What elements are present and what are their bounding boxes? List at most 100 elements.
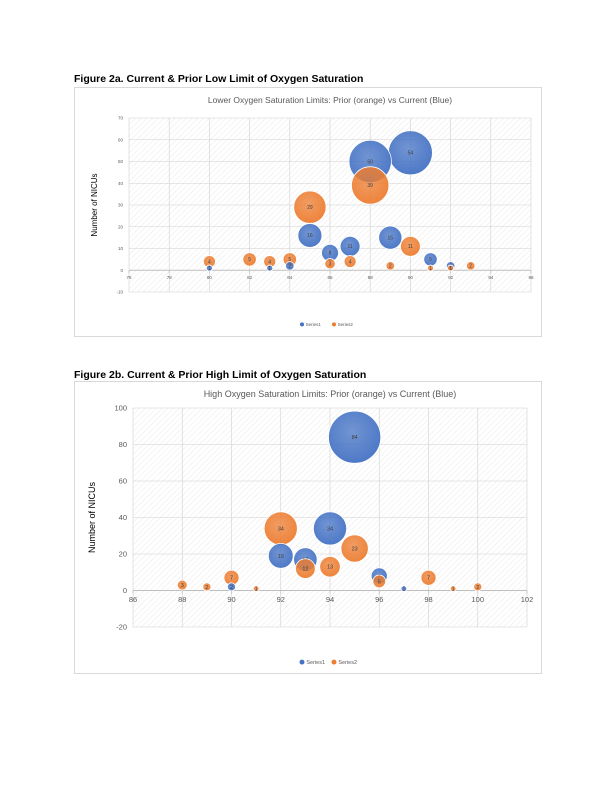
x-tick-label: 88 [178, 595, 186, 604]
bubble-series2 [449, 585, 457, 592]
bubble-data-label: 39 [367, 183, 373, 189]
bubble-data-label: 2 [469, 264, 472, 270]
bubble-series1 [227, 582, 236, 592]
bubble-series2 [343, 255, 357, 268]
chart-svg-1: High Oxygen Saturation Limits: Prior (or… [87, 389, 534, 666]
bubble-data-label: 34 [278, 526, 284, 532]
bubble-data-label: 1 [208, 266, 211, 272]
bubble-data-label: 54 [408, 151, 414, 157]
x-tick-label: 100 [471, 595, 484, 604]
bubble-series2 [385, 261, 395, 271]
x-tick-label: 88 [368, 275, 374, 280]
bubble-series2 [372, 574, 387, 589]
y-tick-label: 100 [114, 404, 127, 413]
bubble-series2 [351, 166, 390, 205]
bubble-series2 [340, 534, 369, 563]
bubble-series2 [473, 582, 483, 592]
figure-2b-caption: Figure 2b. Current & Prior High Limit of… [74, 369, 367, 381]
x-tick-label: 96 [375, 595, 383, 604]
legend-entry: Series2 [338, 322, 354, 327]
bubble-data-label: 2 [288, 264, 291, 270]
bubble-series1 [400, 585, 408, 592]
y-tick-label: 20 [118, 224, 124, 229]
x-tick-label: 90 [408, 275, 414, 280]
y-axis-label: Number of NICUs [87, 481, 97, 553]
bubble-data-label: 1 [449, 266, 452, 272]
x-tick-label: 96 [528, 275, 534, 280]
bubble-data-label: 1 [429, 266, 432, 272]
bubble-series2 [447, 264, 455, 272]
bubble-series2 [252, 585, 260, 592]
bubble-data-label: 11 [347, 244, 352, 250]
bubble-series2 [242, 252, 257, 267]
x-tick-label: 86 [129, 595, 137, 604]
y-axis-label: Number of NICUs [90, 173, 99, 236]
bubble-series1 [267, 543, 294, 569]
bubble-data-label: 5 [248, 257, 251, 263]
bubble-series1 [378, 225, 403, 250]
bubble-data-label: 2 [476, 585, 479, 591]
bubble-data-label: 8 [329, 251, 332, 257]
bubble-data-label: 5 [288, 257, 291, 263]
y-tick-label: 50 [118, 159, 124, 164]
chart-2b-container: High Oxygen Saturation Limits: Prior (or… [74, 381, 542, 674]
bubble-data-label: 2 [230, 585, 233, 591]
x-tick-label: 78 [167, 275, 173, 280]
y-tick-label: -10 [116, 290, 123, 295]
bubble-data-label: 1 [255, 587, 258, 593]
y-tick-label: 30 [118, 203, 124, 208]
bubble-data-label: 7 [230, 576, 233, 582]
bubble-series2 [400, 235, 421, 257]
bubble-data-label: 5 [378, 579, 381, 585]
legend-entry: Series1 [306, 660, 325, 666]
y-tick-label: 60 [118, 137, 124, 142]
x-tick-label: 94 [326, 595, 334, 604]
bubble-data-label: 19 [278, 554, 284, 560]
bubble-data-label: 5 [429, 257, 432, 263]
y-tick-label: -20 [116, 623, 127, 632]
bubble-data-label: 23 [352, 546, 358, 552]
bubble-data-label: 7 [427, 576, 430, 582]
y-tick-label: 70 [118, 116, 124, 121]
bubble-data-label: 2 [205, 585, 208, 591]
x-tick-label: 76 [126, 275, 132, 280]
legend-marker [299, 659, 305, 665]
x-tick-label: 98 [424, 595, 432, 604]
bubble-series2 [202, 582, 212, 592]
bubble-data-label: 1 [402, 587, 405, 593]
bubble-data-label: 1 [452, 587, 455, 593]
x-tick-label: 92 [448, 275, 454, 280]
bubble-data-label: 16 [307, 233, 313, 239]
bubble-data-label: 2 [389, 264, 392, 270]
bubble-series2 [427, 264, 434, 272]
bubble-data-label: 34 [327, 526, 333, 532]
y-tick-label: 20 [119, 550, 127, 559]
bubble-data-label: 84 [352, 435, 358, 441]
y-tick-label: 0 [120, 268, 123, 273]
y-tick-label: 10 [118, 246, 124, 251]
y-tick-label: 80 [119, 440, 127, 449]
legend-marker [299, 322, 305, 327]
bubble-data-label: 13 [327, 565, 333, 571]
bubble-series2 [319, 556, 341, 578]
bubble-series1 [285, 261, 295, 271]
x-tick-label: 90 [227, 595, 235, 604]
legend-entry: Series1 [306, 322, 322, 327]
bubble-series1 [205, 264, 213, 272]
x-tick-label: 102 [521, 595, 534, 604]
bubble-series1 [328, 410, 382, 464]
legend-marker [331, 659, 337, 665]
y-tick-label: 40 [119, 513, 127, 522]
bubble-series1 [297, 223, 323, 248]
bubble-data-label: 3 [329, 261, 332, 267]
bubble-data-label: 12 [302, 567, 308, 573]
x-tick-label: 92 [277, 595, 285, 604]
bubble-series1 [312, 511, 348, 546]
x-tick-label: 94 [488, 275, 494, 280]
x-tick-label: 84 [287, 275, 293, 280]
x-tick-label: 82 [247, 275, 253, 280]
chart-svg-0: Lower Oxygen Saturation Limits: Prior (o… [90, 95, 534, 327]
x-tick-label: 80 [207, 275, 213, 280]
bubble-series2 [466, 261, 476, 271]
bubble-data-label: 4 [268, 259, 271, 265]
